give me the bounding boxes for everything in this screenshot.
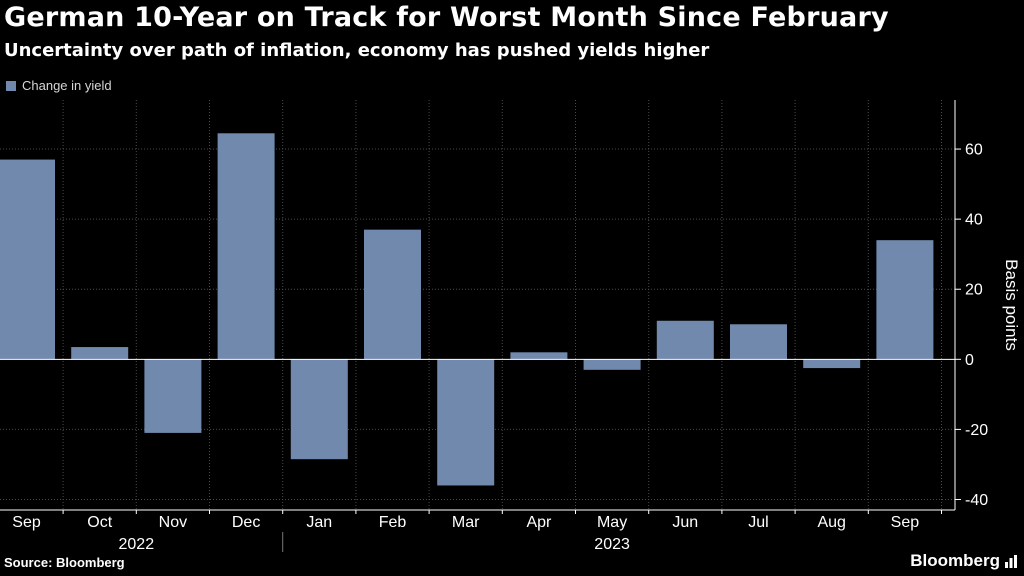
bar-mar-6 bbox=[437, 359, 495, 486]
x-tick-label: Dec bbox=[232, 514, 260, 531]
x-tick-label: Feb bbox=[379, 514, 407, 531]
bar-jan-4 bbox=[290, 359, 348, 460]
y-tick-label: 0 bbox=[965, 352, 974, 369]
chart-subtitle: Uncertainty over path of inflation, econ… bbox=[4, 40, 710, 61]
brand-name: Bloomberg bbox=[910, 551, 1000, 570]
y-tick-label: -40 bbox=[965, 492, 988, 509]
y-tick-label: 20 bbox=[965, 282, 983, 299]
year-label: 2022 bbox=[119, 536, 155, 553]
x-tick-label: Apr bbox=[526, 514, 552, 531]
bar-nov-2 bbox=[144, 359, 202, 433]
year-label: 2023 bbox=[594, 536, 630, 553]
x-tick-label: May bbox=[597, 514, 627, 531]
bar-oct-1 bbox=[71, 347, 129, 360]
y-tick-label: -20 bbox=[965, 422, 988, 439]
y-axis-label: Basis points bbox=[1002, 259, 1021, 351]
bar-apr-7 bbox=[510, 352, 568, 360]
x-tick-label: Sep bbox=[12, 514, 41, 531]
legend-swatch bbox=[6, 80, 16, 91]
bar-feb-5 bbox=[364, 229, 421, 360]
chart-title: German 10-Year on Track for Worst Month … bbox=[4, 2, 889, 33]
brand-logo: Bloomberg bbox=[910, 551, 1018, 571]
x-tick-label: Jan bbox=[306, 514, 332, 531]
source-note: Source: Bloomberg bbox=[4, 555, 125, 570]
bar-sep-0 bbox=[0, 159, 55, 360]
bar-aug-11 bbox=[803, 359, 861, 369]
bar-may-8 bbox=[583, 359, 641, 370]
bar-jul-10 bbox=[730, 324, 787, 360]
y-tick-label: 60 bbox=[965, 142, 983, 159]
x-tick-label: Nov bbox=[159, 514, 187, 531]
x-tick-label: Jun bbox=[672, 514, 698, 531]
bloomberg-terminal-icon bbox=[1004, 554, 1018, 568]
x-tick-label: Mar bbox=[452, 514, 480, 531]
bar-dec-3 bbox=[217, 133, 275, 360]
legend: Change in yield bbox=[6, 78, 112, 93]
bar-jun-9 bbox=[656, 320, 714, 360]
x-tick-label: Oct bbox=[87, 514, 112, 531]
legend-label: Change in yield bbox=[22, 78, 112, 93]
x-tick-label: Aug bbox=[817, 514, 845, 531]
y-tick-label: 40 bbox=[965, 212, 983, 229]
x-tick-label: Sep bbox=[891, 514, 920, 531]
bar-sep-12 bbox=[876, 240, 934, 360]
x-tick-label: Jul bbox=[748, 514, 768, 531]
